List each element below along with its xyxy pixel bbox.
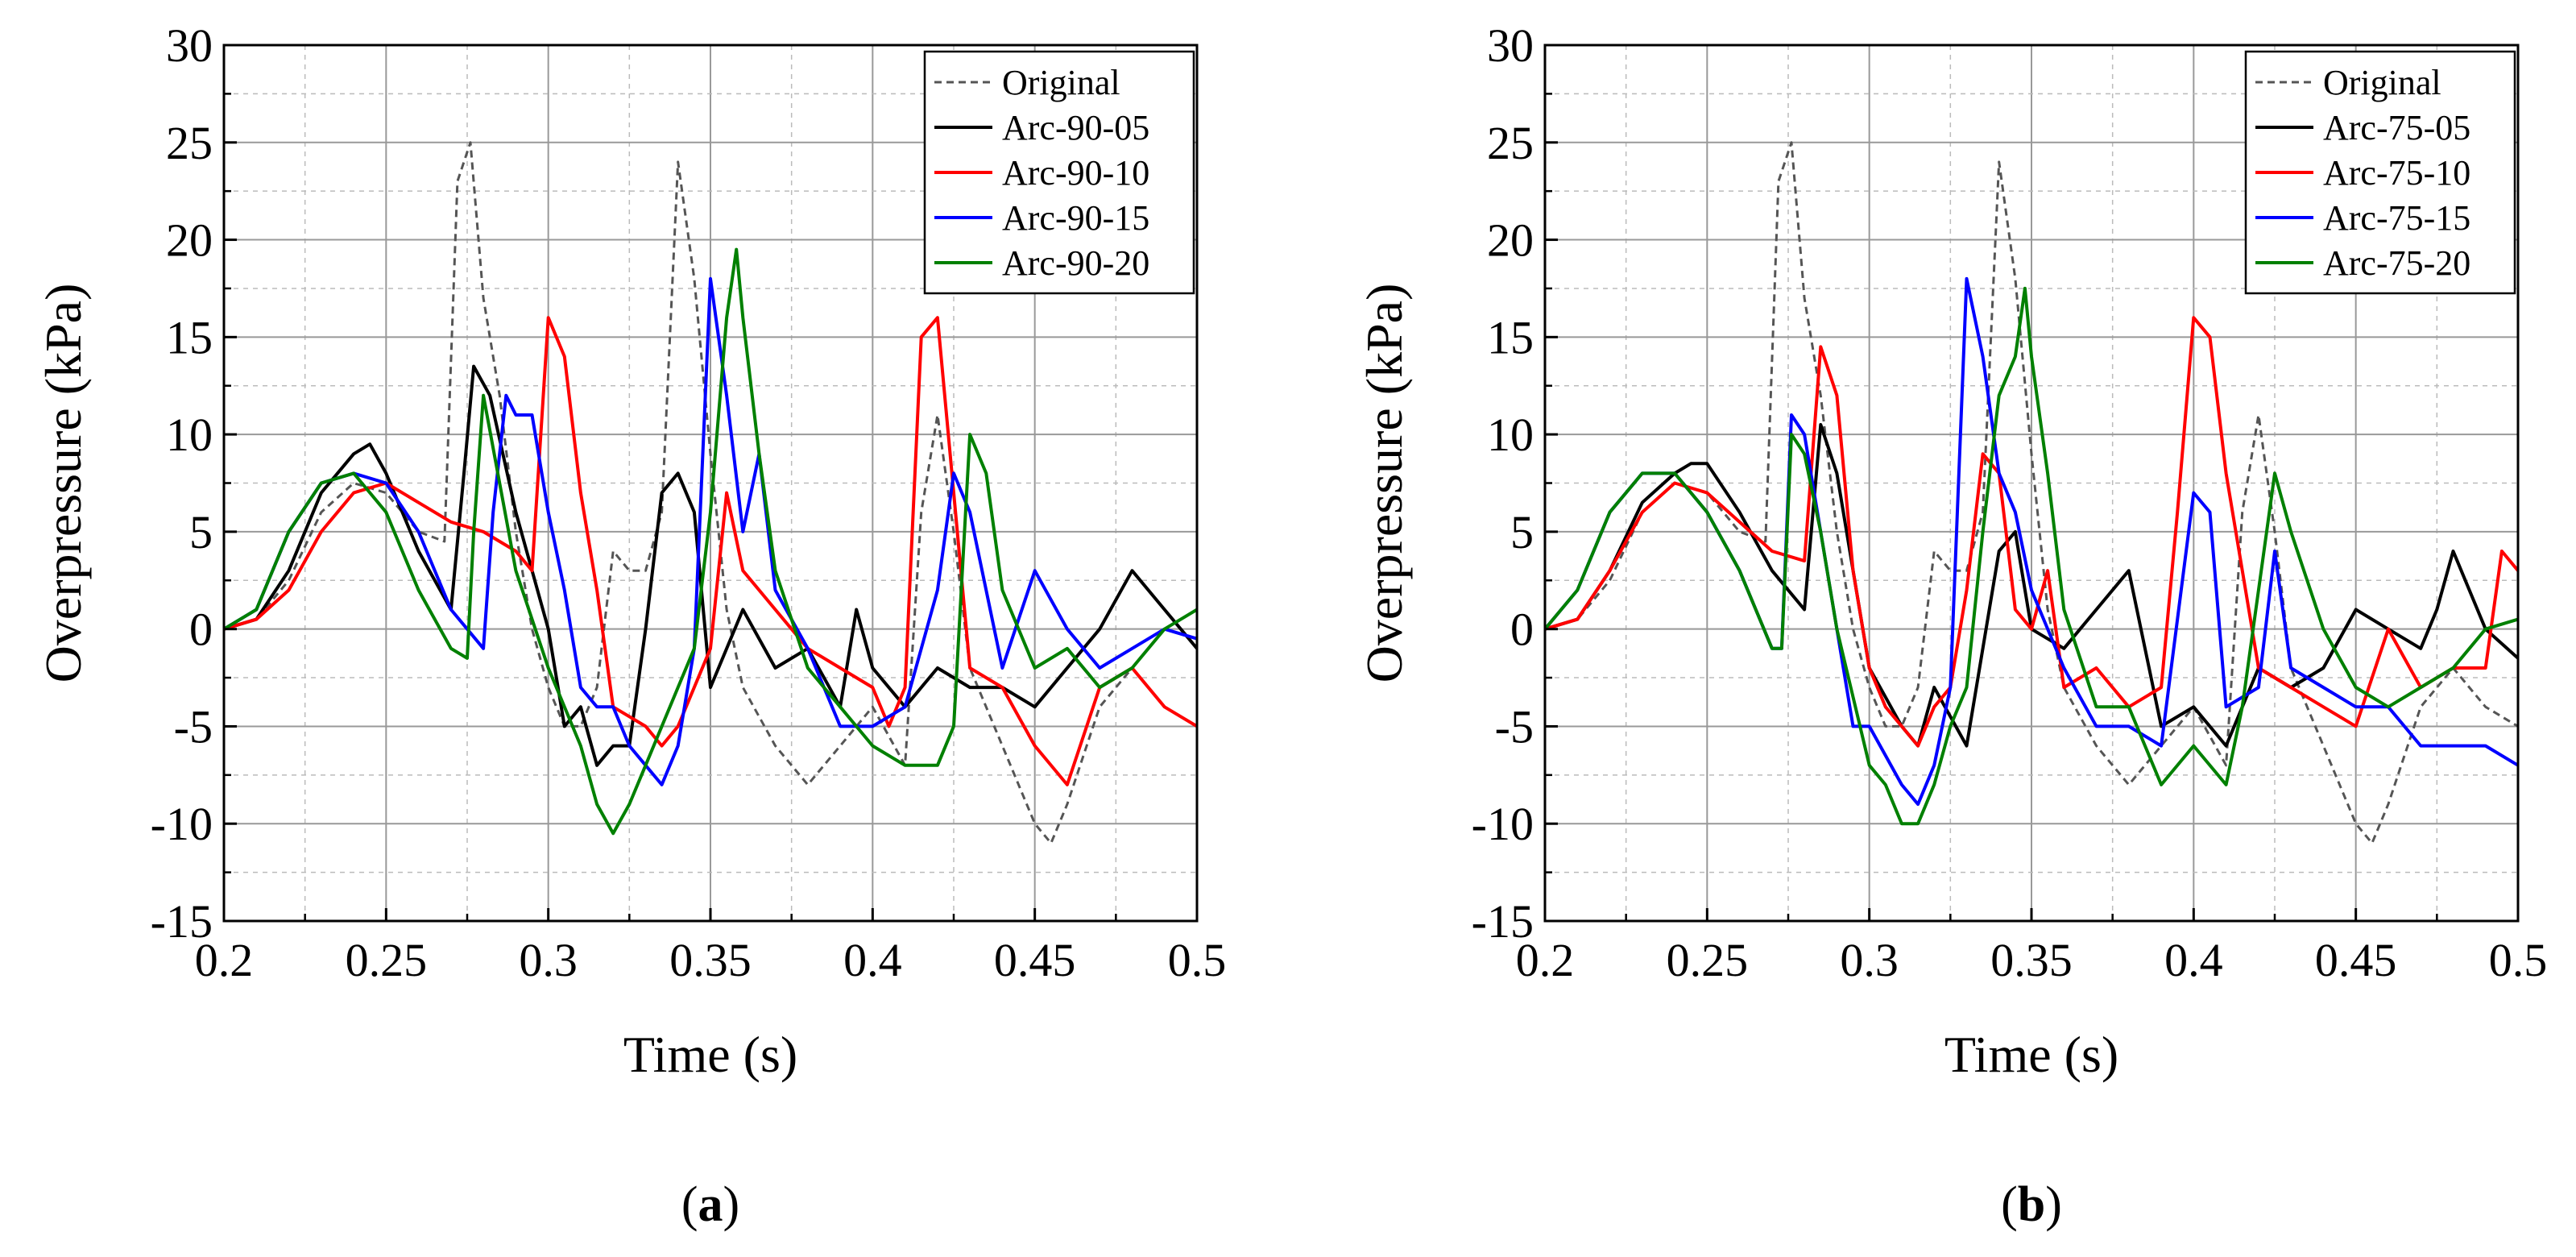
legend-label: Arc-90-15 xyxy=(1002,198,1149,238)
panel-label-close: ) xyxy=(723,1177,740,1232)
y-tick-label: -5 xyxy=(174,700,213,753)
series-line-original xyxy=(223,141,1198,844)
y-tick-labels: -15 -10 -5 0 5 10 15 20 25 30 xyxy=(151,19,213,948)
chart-panel-b: 0.2 0.25 0.3 0.35 0.4 0.45 0.5 -15 -10 -5 0 5 10 15 2… xyxy=(1356,19,2547,1232)
legend-label: Arc-90-20 xyxy=(1002,243,1149,283)
legend: Original Arc-90-05 Arc-90-10 Arc-90-15 Arc-9… xyxy=(923,50,1195,295)
x-tick-labels: 0.2 0.25 0.3 0.35 0.4 0.45 0.5 xyxy=(195,934,1227,986)
legend-label: Original xyxy=(2323,63,2441,102)
y-tick-label: 30 xyxy=(1487,19,1534,72)
series-line-original xyxy=(1544,141,2519,844)
y-tick-label: -15 xyxy=(151,895,213,948)
x-axis-title: Time (s) xyxy=(623,1026,797,1083)
y-tick-label: 15 xyxy=(166,311,213,363)
y-tick-label: 5 xyxy=(1510,506,1534,558)
series-line-arc-75-20 xyxy=(1543,286,2519,826)
series-line-arc-90-05 xyxy=(223,364,1199,767)
y-tick-label: 10 xyxy=(166,409,213,461)
x-tick-label: 0.45 xyxy=(2315,934,2397,986)
panel-label-letter: a xyxy=(698,1177,723,1232)
legend-label: Arc-75-20 xyxy=(2323,243,2470,283)
panel-label-open: ( xyxy=(2001,1177,2018,1232)
y-tick-label: -15 xyxy=(1472,895,1534,948)
x-tick-label: 0.3 xyxy=(519,934,578,986)
panel-label-letter: b xyxy=(2018,1177,2045,1232)
series-line-arc-90-15 xyxy=(222,276,1198,786)
y-tick-label: 25 xyxy=(1487,117,1534,169)
series-lines xyxy=(222,141,1199,844)
y-tick-label: 0 xyxy=(1510,604,1534,656)
x-tick-label: 0.5 xyxy=(1168,934,1227,986)
x-tick-label: 0.3 xyxy=(1840,934,1899,986)
y-tick-label: -10 xyxy=(1472,798,1534,850)
series-line-arc-90-10 xyxy=(223,316,1199,786)
y-tick-label: 25 xyxy=(166,117,213,169)
axis-ticks xyxy=(222,44,1199,923)
panel-label-open: ( xyxy=(681,1177,698,1232)
series-line-arc-75-10 xyxy=(1544,316,2520,748)
y-tick-label: 10 xyxy=(1487,409,1534,461)
y-tick-label: 30 xyxy=(166,19,213,72)
x-tick-label: 0.2 xyxy=(195,934,254,986)
x-tick-label: 0.35 xyxy=(669,934,752,986)
y-axis-title: Overpressure (kPa) xyxy=(1356,284,1413,683)
y-tick-label: 20 xyxy=(1487,214,1534,267)
legend-label: Original xyxy=(1002,63,1120,102)
y-tick-label: -5 xyxy=(1495,700,1534,753)
series-lines xyxy=(1543,141,2520,844)
x-tick-label: 0.25 xyxy=(1667,934,1749,986)
x-tick-label: 0.35 xyxy=(1990,934,2073,986)
x-tick-label: 0.5 xyxy=(2489,934,2548,986)
x-tick-label: 0.4 xyxy=(2164,934,2223,986)
legend-label: Arc-90-05 xyxy=(1002,108,1149,147)
panel-label: (b) xyxy=(2001,1177,2062,1232)
legend-label: Arc-75-05 xyxy=(2323,108,2470,147)
axis-ticks xyxy=(1543,44,2520,923)
y-tick-label: 5 xyxy=(189,506,213,558)
y-tick-label: -10 xyxy=(151,798,213,850)
panel-label: (a) xyxy=(681,1177,739,1232)
y-axis-title: Overpressure (kPa) xyxy=(35,284,92,683)
series-line-arc-90-20 xyxy=(222,247,1199,836)
x-tick-labels: 0.2 0.25 0.3 0.35 0.4 0.45 0.5 xyxy=(1516,934,2548,986)
x-tick-label: 0.4 xyxy=(843,934,902,986)
x-tick-label: 0.45 xyxy=(994,934,1076,986)
x-tick-label: 0.25 xyxy=(346,934,428,986)
gridlines xyxy=(1545,45,2518,921)
y-tick-label: 0 xyxy=(189,604,213,656)
legend: Original Arc-75-05 Arc-75-10 Arc-75-15 Arc-7… xyxy=(2244,50,2516,295)
y-tick-labels: -15 -10 -5 0 5 10 15 20 25 30 xyxy=(1472,19,1534,948)
y-tick-label: 15 xyxy=(1487,311,1534,363)
y-tick-label: 20 xyxy=(166,214,213,267)
legend-label: Arc-75-10 xyxy=(2323,153,2470,193)
legend-label: Arc-75-15 xyxy=(2323,198,2470,238)
x-axis-title: Time (s) xyxy=(1944,1026,2118,1083)
chart-panel-a: 0.2 0.25 0.3 0.35 0.4 0.45 0.5 -15 -10 -5 0 5 10 15 2… xyxy=(35,19,1226,1232)
x-tick-label: 0.2 xyxy=(1516,934,1575,986)
legend-label: Arc-90-10 xyxy=(1002,153,1149,193)
panel-label-close: ) xyxy=(2045,1177,2062,1232)
